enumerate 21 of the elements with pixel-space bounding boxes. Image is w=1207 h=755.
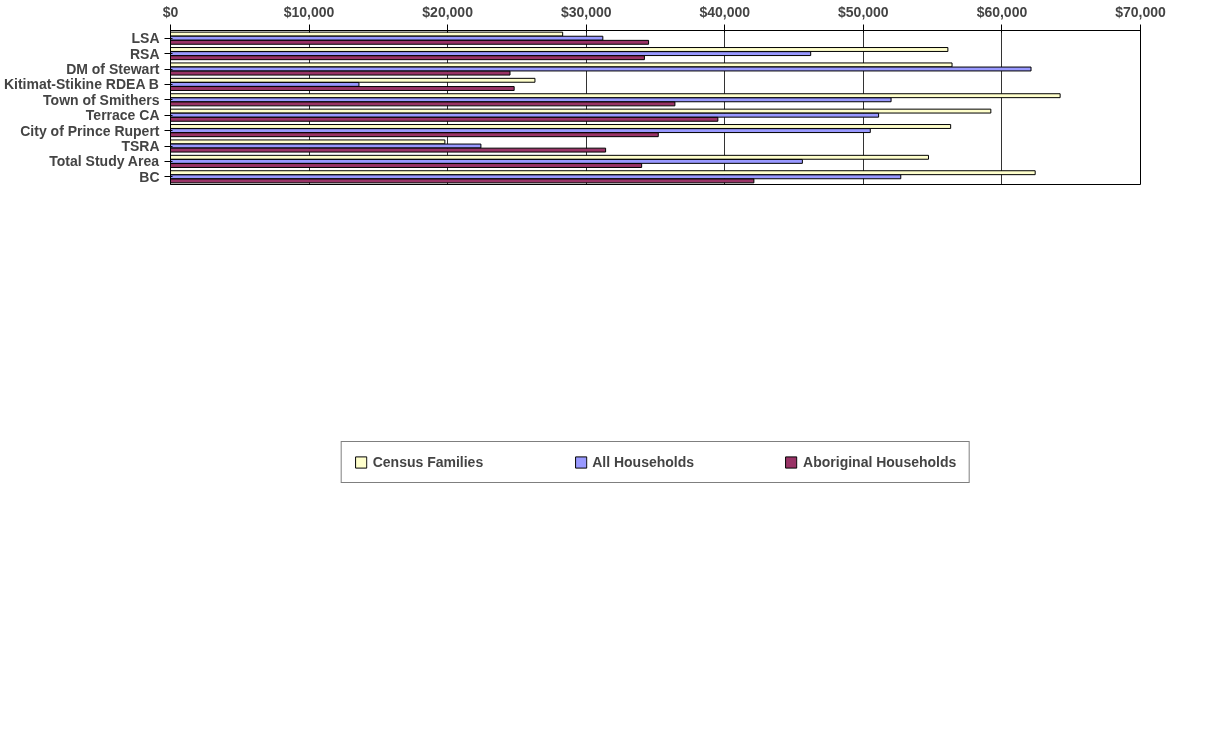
y-tick-label: BC <box>139 168 160 185</box>
x-tick-label: $50,000 <box>838 3 889 20</box>
x-tick-label: $40,000 <box>699 3 751 20</box>
x-tick-label: $0 <box>162 3 179 20</box>
x-tick-label: $60,000 <box>976 3 1028 20</box>
y-tick-label: Total Study Area <box>49 153 160 170</box>
x-tick-label: $70,000 <box>1115 3 1167 20</box>
x-tick-label: $30,000 <box>560 3 612 20</box>
y-tick-label: TSRA <box>121 138 160 154</box>
legend-label: All Households <box>592 454 695 470</box>
y-tick-label: DM of Stewart <box>66 61 160 77</box>
legend-label: Census Families <box>372 454 484 470</box>
x-tick-label: $10,000 <box>283 3 335 20</box>
legend-label: Aboriginal Households <box>803 454 957 470</box>
y-tick-label: LSA <box>131 30 160 47</box>
y-tick-label: Terrace CA <box>85 107 160 124</box>
y-tick-label: Kitimat-Stikine RDEA B <box>3 76 159 93</box>
y-tick-label: RSA <box>129 45 160 62</box>
y-tick-label: Town of Smithers <box>43 91 160 108</box>
y-tick-label: City of Prince Rupert <box>20 122 160 139</box>
x-tick-label: $20,000 <box>422 3 474 20</box>
